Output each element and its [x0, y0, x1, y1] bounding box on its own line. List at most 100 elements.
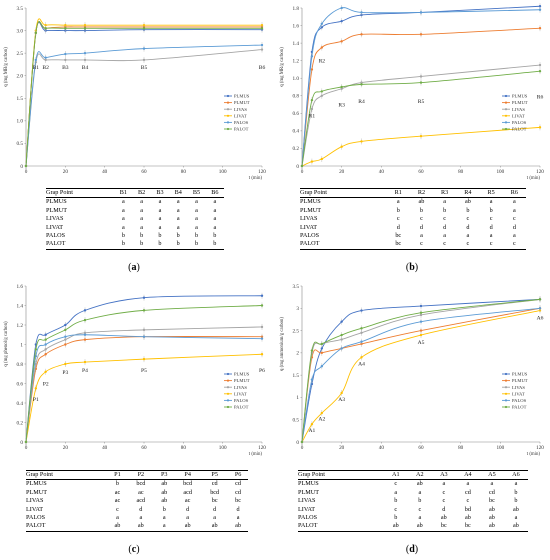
data-point-palot — [44, 338, 47, 341]
table-cell: b — [466, 206, 470, 214]
table-cell: PALOT — [300, 240, 320, 248]
table-row: PLMUT a a a a a a — [46, 207, 224, 215]
y-tick-label: 3.5 — [17, 6, 24, 12]
data-point-livat — [142, 357, 146, 361]
y-tick-label: 0.5 — [293, 418, 300, 424]
data-point-palot — [360, 327, 363, 330]
table-cell: d — [443, 223, 447, 231]
point-annotation: A3 — [338, 397, 345, 403]
table-header-cell: P5 — [211, 471, 218, 478]
y-tick-label: 0.6 — [17, 381, 24, 387]
data-point-palos — [419, 11, 423, 14]
table-header-cell: R2 — [417, 189, 426, 196]
series-line-livat — [25, 18, 262, 167]
table-header-row: Grap Point R1 R2 R3 R4 R5 R6 — [300, 188, 526, 198]
y-axis-label: q (mg MR/g carbon) — [280, 47, 285, 87]
data-point-livat — [142, 23, 146, 27]
legend-entry: PLMUT — [234, 378, 250, 383]
data-point-palot — [44, 27, 47, 30]
table-row: PLMUS a ab a ab a a — [300, 198, 526, 207]
table-cell: a — [466, 480, 470, 488]
data-point-palot — [260, 27, 264, 30]
data-point-livas — [83, 58, 87, 62]
table-cell: LIVAS — [26, 497, 44, 505]
data-point-plmus — [320, 26, 324, 29]
legend-marker — [504, 372, 508, 376]
table-row: PALOT ab ab a ab ab ab — [26, 522, 248, 532]
table-cell: b — [514, 488, 518, 496]
y-tick-label: 0.4 — [293, 129, 300, 135]
table-cell: ab — [184, 522, 191, 530]
data-point-palot — [64, 27, 67, 30]
data-point-palos — [340, 347, 343, 350]
table-header-cell: P1 — [114, 471, 121, 478]
table-cell: b — [194, 232, 199, 240]
chart-b: 0 0.2 0.4 0.6 0.8 1.0 1.2 1.4 1.6 1.8 0 20 40 60 80 100… — [280, 3, 544, 180]
data-point-palos — [310, 55, 314, 58]
table-cell: ac — [114, 497, 121, 505]
table-cell: bcd — [183, 480, 193, 488]
y-tick-label: 2 — [296, 351, 299, 357]
table-header-cell: P2 — [137, 471, 145, 478]
table-row: LIVAT d d d d d d — [300, 224, 526, 232]
table-header-cell: A4 — [464, 471, 472, 478]
data-point-livat — [360, 140, 363, 143]
y-axis-label: q (mg ammonium/g carbon) — [280, 317, 285, 371]
table-header-cell: A6 — [512, 471, 520, 478]
x-tick-label: 100 — [496, 169, 504, 175]
y-tick-label: 1 — [20, 342, 23, 348]
table-cell: PLMUT — [26, 488, 47, 496]
significance-table-b: Grap Point R1 R2 R3 R4 R5 R6 PLMUS a ab a ab a a PLMU… — [300, 188, 526, 250]
legend-entry: PALOT — [234, 127, 249, 132]
table-header-cell: B1 — [119, 189, 127, 196]
table-cell: c — [466, 240, 470, 248]
table-cell: a — [162, 514, 166, 522]
table-cell: a — [443, 232, 447, 240]
table-cell: a — [490, 480, 494, 488]
series-line-palot — [25, 21, 262, 167]
table-header-cell: P4 — [184, 471, 191, 478]
data-point-palos — [260, 337, 264, 340]
table-cell: a — [489, 198, 493, 206]
x-tick-label: 40 — [379, 445, 385, 451]
table-header-cell: Grap Point — [298, 471, 325, 478]
x-tick-label: 100 — [496, 445, 504, 451]
table-cell: c — [394, 505, 398, 513]
point-annotation: B4 — [82, 65, 89, 71]
table-cell: a — [195, 223, 198, 231]
table-cell: PALOT — [46, 240, 66, 248]
table-header-cell: R4 — [464, 189, 472, 196]
legend-marker — [226, 379, 230, 382]
legend-entry: PLMUS — [512, 372, 528, 377]
table-header-row: Grap Point P1 P2 P3 P4 P5 P6 — [26, 470, 248, 480]
data-point-livat — [83, 23, 87, 27]
legend-marker — [504, 101, 508, 104]
data-point-livat — [260, 23, 264, 27]
table-row: PALOT b b b b b b — [46, 240, 224, 250]
legend-marker — [504, 127, 508, 131]
y-tick-label: 0.6 — [293, 111, 300, 117]
table-cell: bc — [211, 497, 218, 505]
table-row: PALOS b b b b b b — [46, 232, 224, 240]
point-annotation: P2 — [43, 381, 49, 387]
data-point-livat — [340, 145, 343, 148]
table-cell: b — [443, 206, 447, 214]
legend-entry: LIVAT — [512, 113, 525, 118]
table-cell: d — [466, 223, 470, 231]
x-tick-label: 120 — [536, 169, 544, 175]
y-tick-label: 2.5 — [293, 328, 300, 334]
y-tick-label: 0.2 — [293, 146, 300, 152]
point-annotation: R2 — [319, 58, 326, 64]
data-point-palot — [83, 318, 87, 322]
table-cell: bc — [440, 522, 447, 530]
y-axis-label: q (mg MB/g carbon) — [4, 47, 9, 87]
data-point-palos — [44, 56, 47, 59]
legend-marker — [504, 405, 508, 409]
data-point-plmut — [320, 351, 324, 355]
data-point-plmus — [83, 309, 87, 312]
table-cell: ab — [488, 522, 495, 530]
table-cell: a — [466, 232, 470, 240]
data-point-livat — [44, 23, 47, 27]
